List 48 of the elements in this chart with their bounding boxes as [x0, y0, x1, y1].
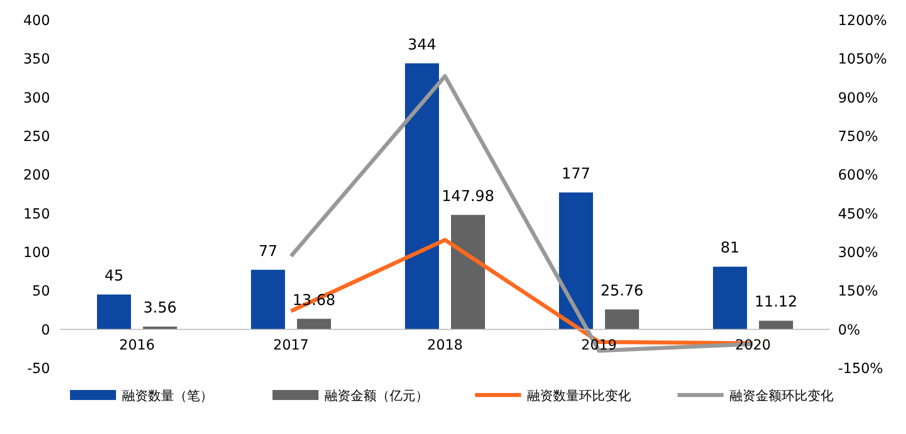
y2-tick-label: 150% — [838, 284, 878, 300]
data-label: 45 — [104, 266, 124, 285]
data-label: 81 — [720, 238, 740, 257]
bar — [97, 294, 131, 330]
y2-tick-label: 600% — [838, 168, 878, 184]
y2-tick-label: 750% — [838, 129, 878, 145]
legend-label: 融资数量环比变化 — [527, 389, 631, 404]
y-tick-label: 250 — [23, 129, 50, 145]
y2-tick-label: -150% — [838, 361, 884, 377]
bar — [451, 214, 485, 330]
data-label: 77 — [258, 242, 278, 260]
y-tick-label: 50 — [32, 284, 50, 300]
y-tick-label: 200 — [23, 168, 50, 184]
y-tick-label: 300 — [23, 90, 50, 106]
data-label: 3.56 — [143, 298, 177, 317]
x-tick-label: 2020 — [735, 337, 771, 354]
bar — [713, 266, 747, 330]
y-tick-label: -50 — [27, 361, 50, 377]
y-tick-label: 150 — [23, 206, 50, 222]
bar — [297, 318, 331, 330]
y-tick-label: 350 — [23, 52, 50, 68]
x-tick-label: 2016 — [119, 337, 155, 354]
y-tick-label: 100 — [23, 245, 50, 261]
data-label: 11.12 — [754, 292, 798, 311]
y2-tick-label: 300% — [838, 245, 878, 261]
y2-tick-label: 1200% — [838, 13, 887, 29]
y2-tick-label: 450% — [838, 206, 878, 222]
y2-tick-label: 900% — [838, 90, 878, 106]
x-tick-label: 2019 — [581, 337, 617, 354]
data-label: 344 — [408, 35, 436, 54]
bar — [759, 320, 793, 330]
data-label: 25.76 — [600, 281, 644, 300]
bar — [605, 309, 639, 330]
data-label: 147.98 — [442, 186, 494, 205]
x-tick-label: 2018 — [427, 337, 463, 354]
x-tick-label: 2017 — [273, 337, 309, 354]
legend-label: 融资数量（笔） — [122, 389, 213, 404]
y2-tick-label: 1050% — [838, 52, 887, 68]
legend-label: 融资金额环比变化 — [730, 389, 834, 404]
y-tick-label: 0 — [41, 322, 50, 338]
bar — [405, 63, 439, 330]
y-tick-label: 400 — [23, 13, 50, 29]
legend-label: 融资金额（亿元） — [324, 389, 428, 404]
bar — [251, 270, 285, 330]
bar — [559, 192, 593, 330]
bar — [143, 326, 177, 330]
y2-tick-label: 0% — [838, 322, 860, 338]
data-label: 177 — [562, 164, 590, 182]
